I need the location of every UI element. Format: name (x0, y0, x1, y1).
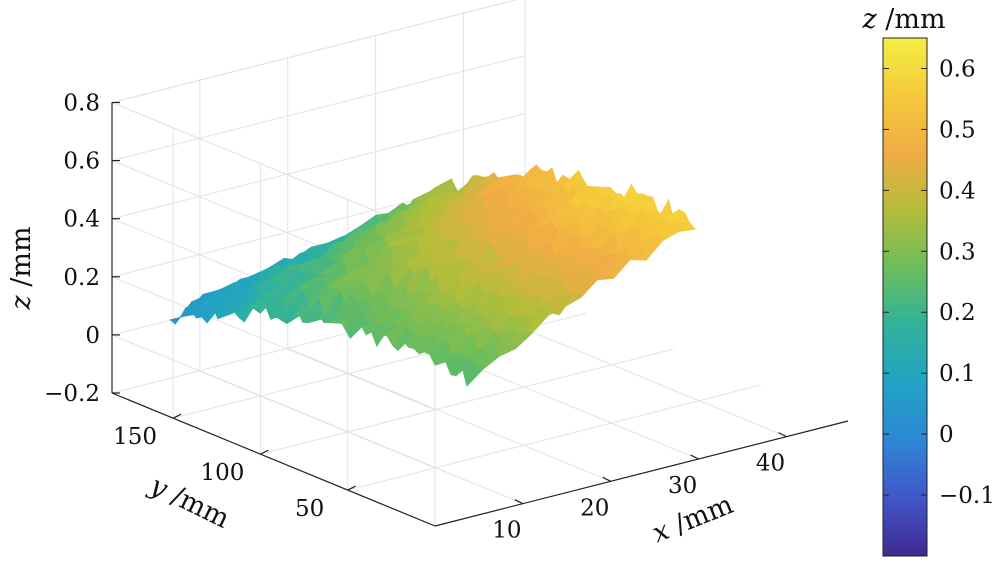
colorbar: z /mm −0.1 0 0.1 0.2 0.3 0.4 0.5 0.6 (861, 4, 995, 557)
colorbar-tick-label: 0.4 (939, 178, 976, 204)
colorbar-tick-label: 0 (939, 422, 954, 448)
floor-grid-x (287, 347, 611, 482)
x-axis-line (434, 420, 849, 527)
x-tick-label: 20 (580, 495, 609, 521)
box-edge (111, 0, 518, 103)
x-tick-mark (514, 499, 524, 505)
z-tick-label: 0 (85, 323, 100, 349)
y-axis-line (111, 392, 436, 527)
x-tick-mark (778, 432, 787, 438)
right-wall-grid-h (111, 55, 526, 162)
z-tick-label: 0.4 (63, 207, 100, 233)
y-tick-label: 150 (113, 424, 157, 450)
x-tick-mark (602, 476, 612, 482)
x-tick-label: 30 (668, 473, 697, 499)
right-wall-grid-h (111, 113, 526, 220)
x-tick-label: 40 (756, 451, 785, 477)
colorbar-tick-label: 0.2 (939, 300, 976, 326)
colorbar-gradient (882, 37, 928, 557)
surface-facet (461, 364, 484, 387)
y-tick-label: 100 (200, 460, 244, 486)
z-axis-label: z /mm (6, 226, 37, 310)
floor-grid-y (260, 348, 674, 455)
left-wall-grid-h (111, 276, 436, 411)
x-tick-mark (690, 454, 699, 460)
y-tick-mark (172, 413, 182, 419)
colorbar-tick-label: 0.5 (939, 117, 976, 143)
colorbar-tick-label: 0.3 (939, 239, 976, 265)
box-edge (111, 102, 436, 236)
surface (169, 164, 696, 387)
colorbar-tick-label: 0.6 (939, 56, 976, 82)
z-tick-label: 0.8 (63, 91, 100, 117)
z-tick-label: 0.6 (63, 149, 100, 175)
z-tick-label: 0.2 (63, 265, 100, 291)
colorbar-tick-label: 0.1 (939, 361, 976, 387)
y-tick-mark (260, 449, 269, 455)
y-tick-label: 50 (295, 496, 324, 522)
tick-labels: 10 20 30 40 50 100 150 −0.2 0 0.2 0.4 0.6 0.8 (44, 91, 785, 544)
z-tick-label: −0.2 (44, 381, 100, 407)
floor-grid-y (347, 384, 761, 491)
colorbar-tick-label: −0.1 (939, 483, 995, 509)
left-wall-grid-h (111, 334, 436, 469)
x-tick-label: 10 (492, 518, 521, 544)
axes (111, 101, 849, 527)
colorbar-title: z /mm (861, 4, 945, 35)
y-tick-mark (347, 485, 356, 491)
